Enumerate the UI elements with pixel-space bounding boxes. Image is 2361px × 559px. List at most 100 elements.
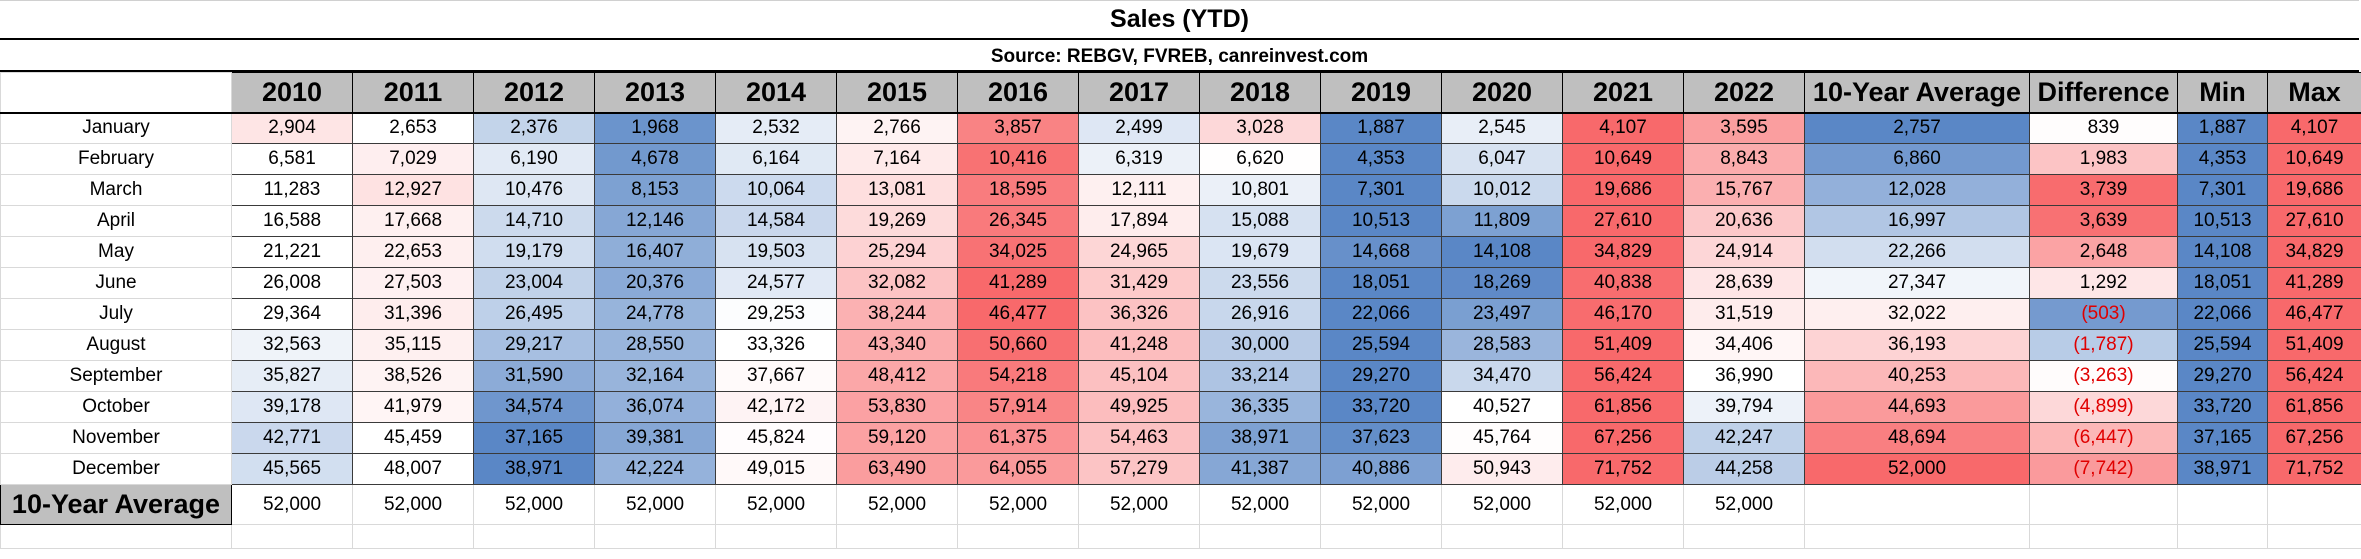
month-label[interactable]: July: [0, 298, 232, 330]
data-cell[interactable]: 23,497: [1441, 298, 1563, 330]
data-cell[interactable]: 50,943: [1441, 453, 1563, 485]
average-cell[interactable]: 52,000: [715, 484, 837, 525]
data-cell[interactable]: 43,340: [836, 329, 958, 361]
average-cell[interactable]: 52,000: [1441, 484, 1563, 525]
data-cell[interactable]: 22,266: [1804, 236, 2030, 268]
data-cell[interactable]: 37,667: [715, 360, 837, 392]
data-cell[interactable]: 839: [2029, 112, 2178, 144]
empty-cell[interactable]: [2267, 524, 2361, 549]
data-cell[interactable]: 34,829: [1562, 236, 1684, 268]
data-cell[interactable]: 14,668: [1320, 236, 1442, 268]
header-cell[interactable]: 2020: [1441, 72, 1563, 114]
data-cell[interactable]: 3,857: [957, 112, 1079, 144]
header-cell[interactable]: 10-Year Average: [1804, 72, 2030, 114]
data-cell[interactable]: 12,028: [1804, 174, 2030, 206]
header-cell[interactable]: 2022: [1683, 72, 1805, 114]
month-label[interactable]: September: [0, 360, 232, 392]
data-cell[interactable]: 20,376: [594, 267, 716, 299]
data-cell[interactable]: 54,218: [957, 360, 1079, 392]
data-cell[interactable]: 34,470: [1441, 360, 1563, 392]
data-cell[interactable]: 1,292: [2029, 267, 2178, 299]
data-cell[interactable]: 10,513: [1320, 205, 1442, 237]
data-cell[interactable]: 34,829: [2267, 236, 2361, 268]
header-cell[interactable]: Difference: [2029, 72, 2178, 114]
average-cell[interactable]: 52,000: [473, 484, 595, 525]
data-cell[interactable]: 36,074: [594, 391, 716, 423]
data-cell[interactable]: 27,610: [1562, 205, 1684, 237]
data-cell[interactable]: 20,636: [1683, 205, 1805, 237]
month-label[interactable]: December: [0, 453, 232, 485]
data-cell[interactable]: 15,767: [1683, 174, 1805, 206]
data-cell[interactable]: 52,000: [1804, 453, 2030, 485]
data-cell[interactable]: 15,088: [1199, 205, 1321, 237]
data-cell[interactable]: 2,653: [352, 112, 474, 144]
data-cell[interactable]: 56,424: [1562, 360, 1684, 392]
data-cell[interactable]: 41,979: [352, 391, 474, 423]
data-cell[interactable]: 3,595: [1683, 112, 1805, 144]
data-cell[interactable]: 44,693: [1804, 391, 2030, 423]
data-cell[interactable]: 4,107: [2267, 112, 2361, 144]
data-cell[interactable]: 19,686: [1562, 174, 1684, 206]
data-cell[interactable]: 25,594: [2177, 329, 2268, 361]
data-cell[interactable]: 2,904: [231, 112, 353, 144]
data-cell[interactable]: 37,165: [2177, 422, 2268, 454]
data-cell[interactable]: 67,256: [1562, 422, 1684, 454]
empty-cell[interactable]: [957, 524, 1079, 549]
data-cell[interactable]: 4,107: [1562, 112, 1684, 144]
data-cell[interactable]: 61,856: [2267, 391, 2361, 423]
data-cell[interactable]: 57,914: [957, 391, 1079, 423]
data-cell[interactable]: 8,153: [594, 174, 716, 206]
data-cell[interactable]: 19,179: [473, 236, 595, 268]
data-cell[interactable]: 12,146: [594, 205, 716, 237]
data-cell[interactable]: 41,289: [957, 267, 1079, 299]
data-cell[interactable]: 10,513: [2177, 205, 2268, 237]
empty-cell[interactable]: [0, 524, 232, 549]
data-cell[interactable]: 35,115: [352, 329, 474, 361]
data-cell[interactable]: 22,066: [1320, 298, 1442, 330]
data-cell[interactable]: 28,550: [594, 329, 716, 361]
data-cell[interactable]: 6,190: [473, 143, 595, 175]
data-cell[interactable]: 3,739: [2029, 174, 2178, 206]
data-cell[interactable]: 45,824: [715, 422, 837, 454]
data-cell[interactable]: 18,595: [957, 174, 1079, 206]
data-cell[interactable]: 41,387: [1199, 453, 1321, 485]
data-cell[interactable]: 10,064: [715, 174, 837, 206]
data-cell[interactable]: 12,927: [352, 174, 474, 206]
month-label[interactable]: April: [0, 205, 232, 237]
month-label[interactable]: January: [0, 112, 232, 144]
data-cell[interactable]: 23,556: [1199, 267, 1321, 299]
header-cell[interactable]: 2016: [957, 72, 1079, 114]
data-cell[interactable]: 46,170: [1562, 298, 1684, 330]
data-cell[interactable]: 31,429: [1078, 267, 1200, 299]
data-cell[interactable]: 40,838: [1562, 267, 1684, 299]
data-cell[interactable]: 42,172: [715, 391, 837, 423]
data-cell[interactable]: 40,886: [1320, 453, 1442, 485]
data-cell[interactable]: 46,477: [2267, 298, 2361, 330]
data-cell[interactable]: 42,224: [594, 453, 716, 485]
data-cell[interactable]: 1,983: [2029, 143, 2178, 175]
average-cell[interactable]: 52,000: [957, 484, 1079, 525]
data-cell[interactable]: 67,256: [2267, 422, 2361, 454]
data-cell[interactable]: 24,914: [1683, 236, 1805, 268]
average-cell[interactable]: 52,000: [1199, 484, 1321, 525]
data-cell[interactable]: 38,971: [1199, 422, 1321, 454]
header-cell[interactable]: Min: [2177, 72, 2268, 114]
header-cell[interactable]: 2014: [715, 72, 837, 114]
average-cell[interactable]: 52,000: [836, 484, 958, 525]
data-cell[interactable]: 48,007: [352, 453, 474, 485]
average-cell[interactable]: 52,000: [1683, 484, 1805, 525]
data-cell[interactable]: 32,563: [231, 329, 353, 361]
data-cell[interactable]: 33,214: [1199, 360, 1321, 392]
empty-cell[interactable]: [1804, 524, 2030, 549]
data-cell[interactable]: 24,965: [1078, 236, 1200, 268]
data-cell[interactable]: 39,178: [231, 391, 353, 423]
average-cell[interactable]: 52,000: [352, 484, 474, 525]
average-cell[interactable]: 52,000: [1078, 484, 1200, 525]
data-cell[interactable]: 40,253: [1804, 360, 2030, 392]
data-cell[interactable]: (4,899): [2029, 391, 2178, 423]
empty-cell[interactable]: [1562, 524, 1684, 549]
data-cell[interactable]: 51,409: [2267, 329, 2361, 361]
data-cell[interactable]: 27,503: [352, 267, 474, 299]
data-cell[interactable]: 10,649: [1562, 143, 1684, 175]
data-cell[interactable]: 44,258: [1683, 453, 1805, 485]
